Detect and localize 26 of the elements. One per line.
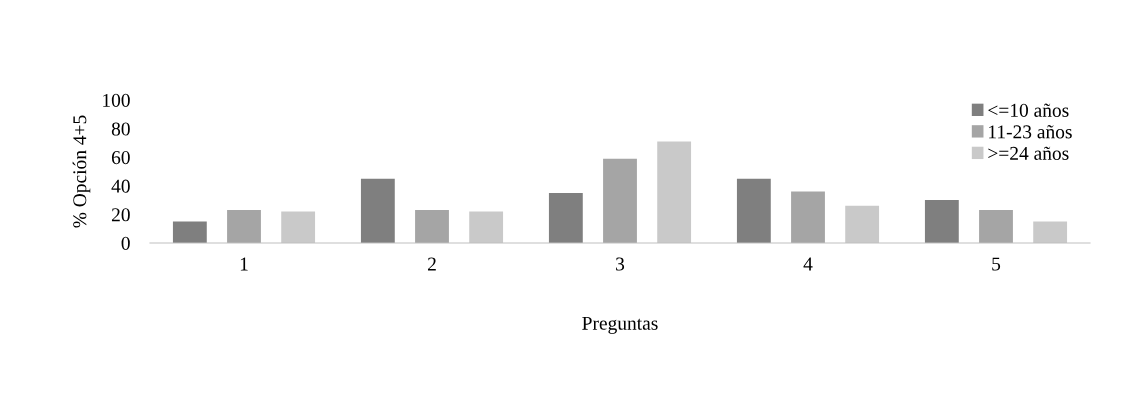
x-tick-label: 3 <box>616 257 625 271</box>
y-axis-title: % Opción 4+5 <box>72 115 91 228</box>
bar <box>548 192 583 243</box>
y-tick-label: 0 <box>121 236 130 250</box>
bar <box>415 210 449 243</box>
bar <box>979 210 1013 243</box>
x-axis-title: Preguntas <box>582 316 658 334</box>
bar <box>360 178 395 243</box>
y-tick-label: 60 <box>111 151 130 165</box>
x-tick-label: 1 <box>240 257 248 271</box>
bar <box>172 221 207 243</box>
y-tick-label: 20 <box>111 208 130 222</box>
legend-label: 11-23 años <box>989 125 1072 139</box>
x-tick-label: 4 <box>803 257 813 271</box>
y-tick-label: 40 <box>111 179 130 193</box>
bar <box>736 178 771 243</box>
bar <box>603 158 637 243</box>
bar <box>227 210 261 243</box>
x-tick-label: 5 <box>992 257 1001 271</box>
legend-label: <=10 años <box>988 103 1069 117</box>
x-tick-label: 2 <box>427 257 436 271</box>
y-tick-label: 100 <box>103 93 130 107</box>
bar <box>924 200 959 243</box>
y-tick-label: 80 <box>111 122 130 136</box>
bar <box>791 191 825 243</box>
legend-label: >=24 años <box>988 146 1069 160</box>
